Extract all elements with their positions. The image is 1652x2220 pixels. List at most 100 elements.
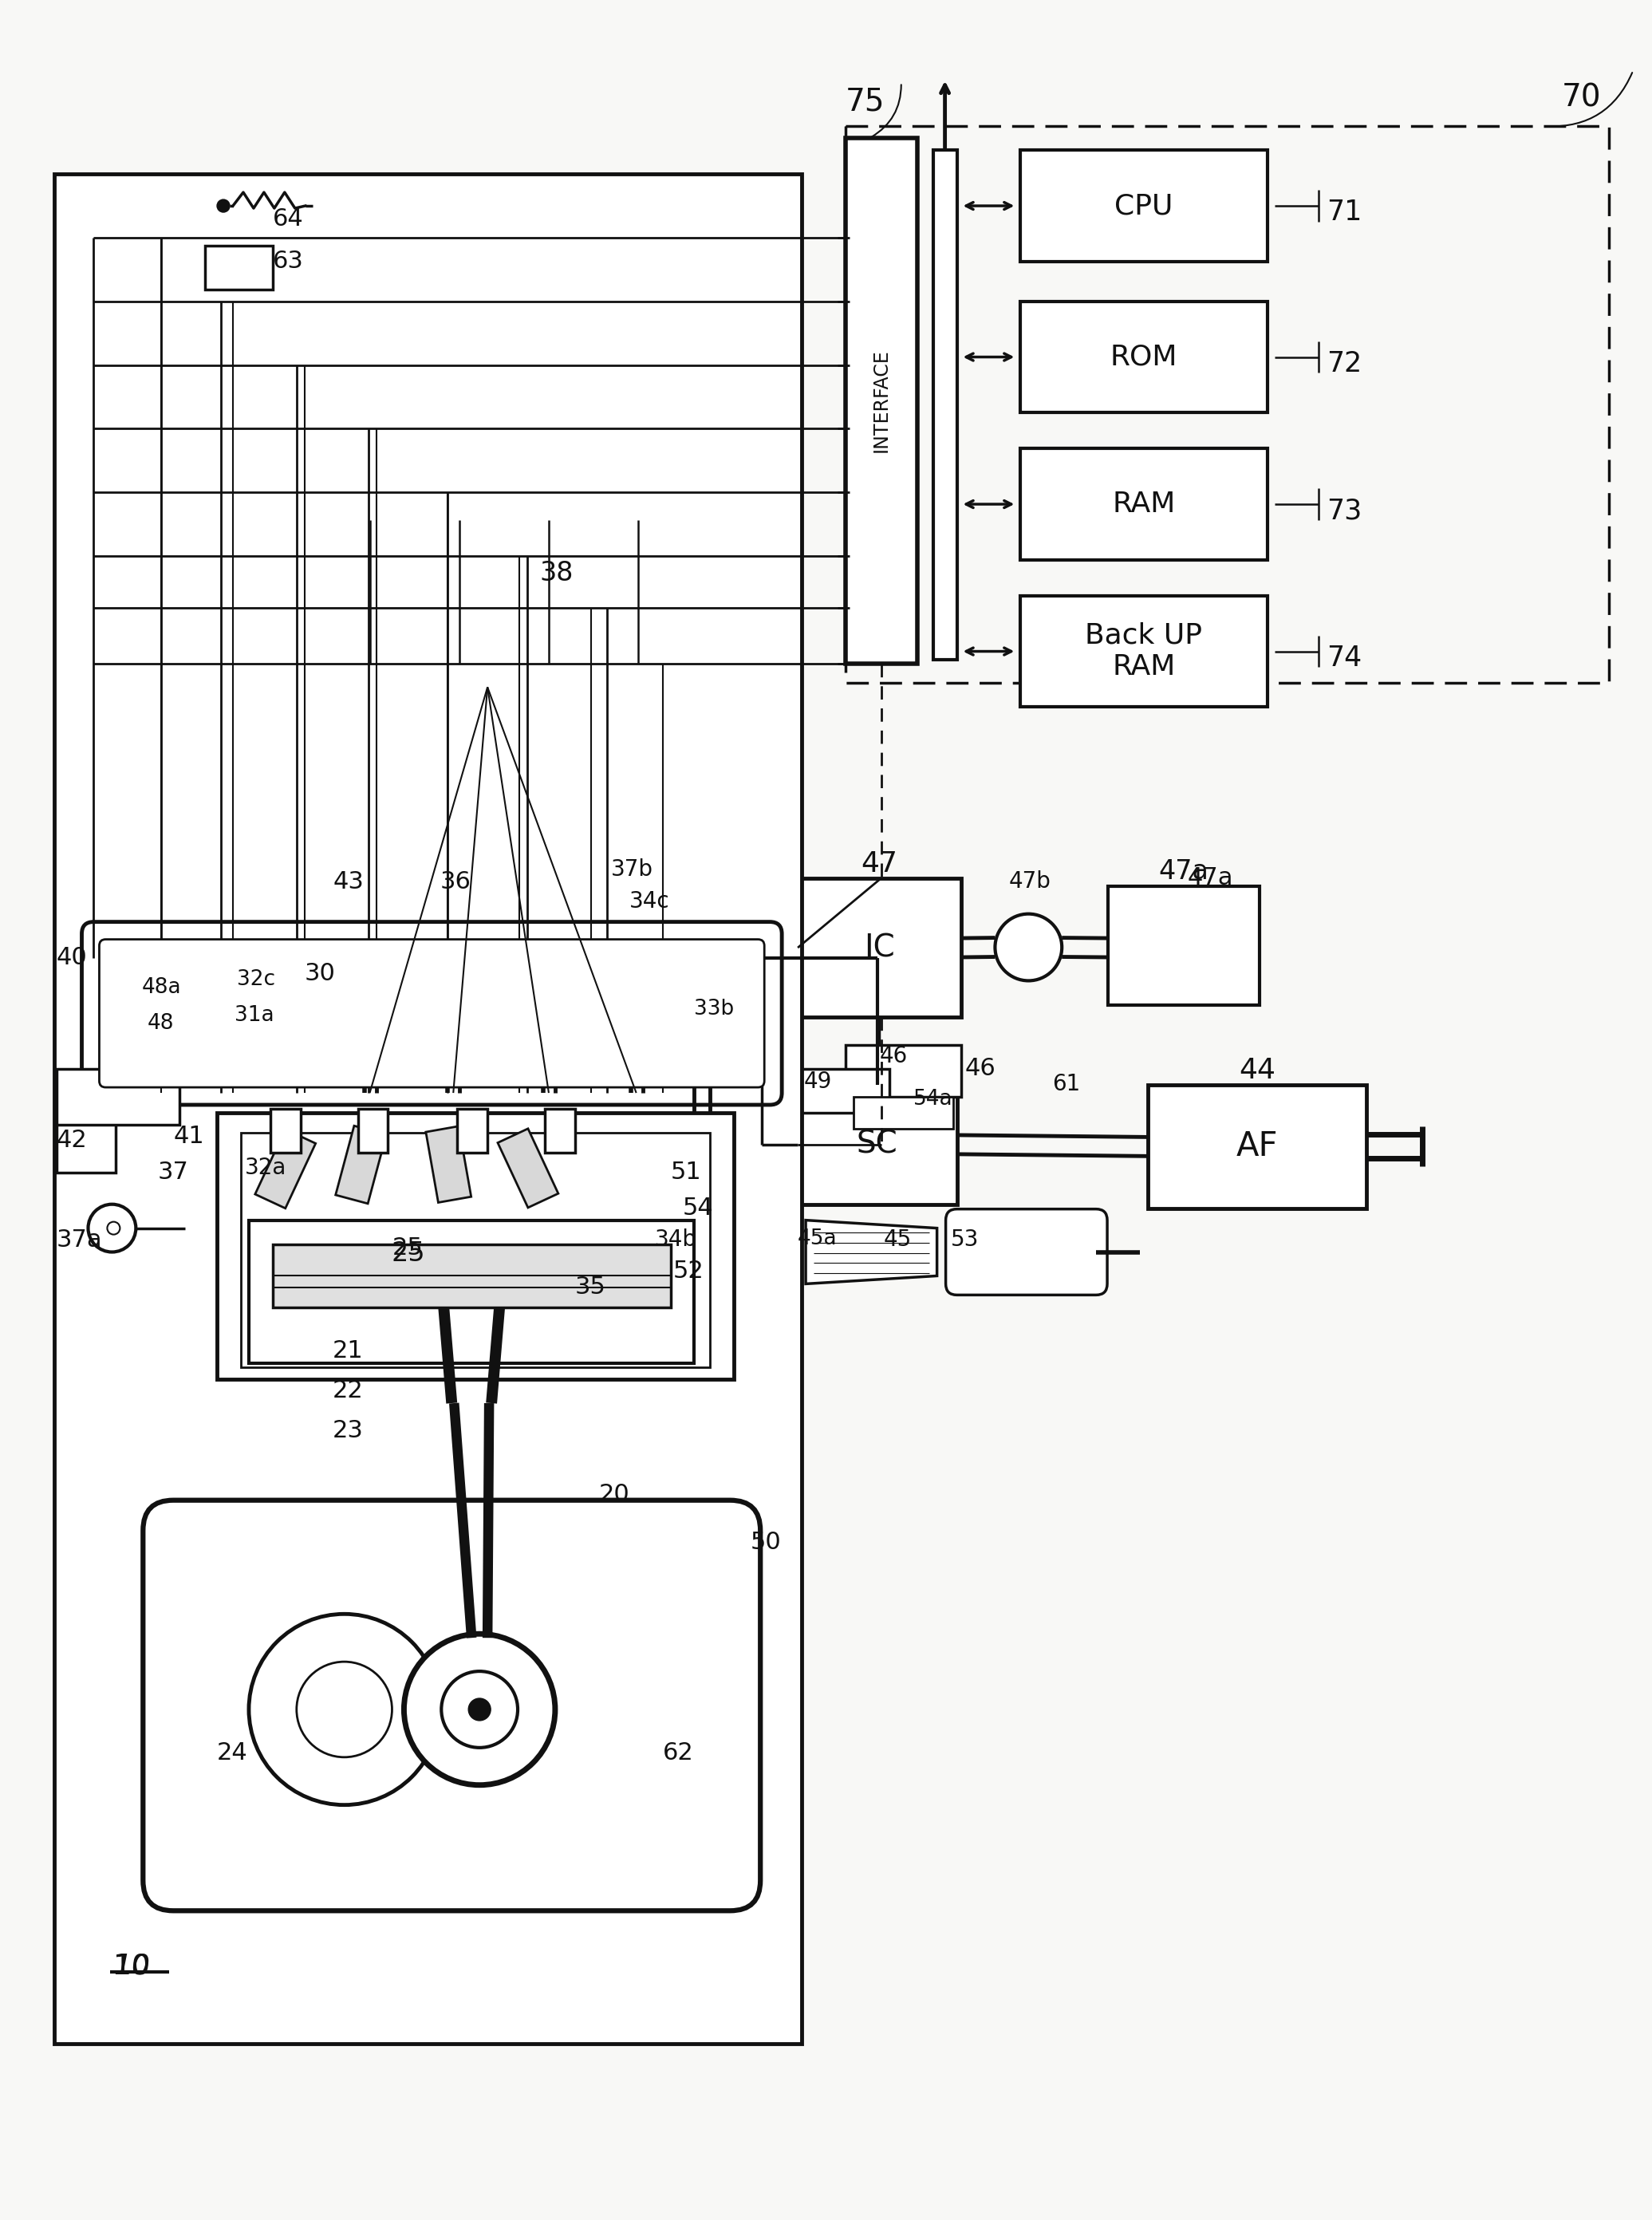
Bar — [249, 1221, 694, 1363]
Text: 45a: 45a — [798, 1228, 838, 1250]
Circle shape — [441, 1672, 517, 1747]
Bar — [545, 1108, 575, 1152]
Text: 37a: 37a — [56, 1228, 102, 1252]
Bar — [846, 138, 917, 664]
Text: 48: 48 — [147, 1012, 173, 1035]
Text: 31a: 31a — [235, 1006, 274, 1026]
Circle shape — [249, 1614, 439, 1805]
Text: 20: 20 — [600, 1483, 629, 1505]
Text: 70: 70 — [1561, 82, 1601, 113]
Text: 61: 61 — [1052, 1072, 1080, 1094]
Bar — [846, 1046, 961, 1097]
Bar — [798, 879, 961, 1017]
Text: 75: 75 — [846, 87, 885, 118]
Text: 25: 25 — [393, 1237, 423, 1259]
Bar — [854, 1097, 953, 1128]
Bar — [358, 1108, 388, 1152]
Circle shape — [469, 1698, 491, 1720]
Text: 43: 43 — [332, 870, 363, 892]
Text: 10: 10 — [114, 1951, 150, 1980]
Bar — [846, 127, 1609, 684]
Text: 38: 38 — [539, 559, 573, 586]
Text: 72: 72 — [1327, 351, 1363, 377]
Text: 73: 73 — [1327, 497, 1363, 524]
Text: 33b: 33b — [694, 999, 735, 1019]
Text: 10: 10 — [114, 1951, 150, 1980]
Bar — [497, 1128, 558, 1208]
Bar — [1021, 595, 1267, 706]
Circle shape — [216, 200, 230, 213]
FancyBboxPatch shape — [945, 1210, 1107, 1294]
Text: 53: 53 — [950, 1228, 978, 1250]
FancyBboxPatch shape — [81, 921, 781, 1106]
Bar — [205, 246, 273, 289]
Text: 35: 35 — [575, 1276, 606, 1299]
Bar — [241, 1132, 710, 1368]
Text: 22: 22 — [332, 1379, 363, 1403]
Text: 45: 45 — [884, 1228, 912, 1250]
Circle shape — [297, 1663, 392, 1758]
Text: 40: 40 — [56, 946, 88, 968]
Text: 32a: 32a — [244, 1157, 287, 1179]
Text: 49: 49 — [805, 1070, 833, 1092]
Circle shape — [88, 1203, 135, 1252]
Text: 63: 63 — [273, 249, 304, 273]
Text: 36: 36 — [439, 870, 471, 892]
Bar — [271, 1108, 301, 1152]
Text: 44: 44 — [1239, 1057, 1275, 1083]
Text: 24: 24 — [216, 1740, 248, 1765]
Text: 37b: 37b — [611, 859, 653, 881]
Bar — [273, 1243, 671, 1308]
Text: 41: 41 — [173, 1126, 205, 1148]
Text: 42: 42 — [56, 1128, 88, 1152]
Text: ROM: ROM — [1110, 344, 1178, 371]
Text: 74: 74 — [1327, 644, 1363, 670]
Text: SC: SC — [857, 1130, 899, 1159]
Text: 34b: 34b — [654, 1228, 697, 1250]
Text: 52: 52 — [672, 1261, 704, 1283]
Text: IC: IC — [864, 932, 895, 963]
Text: 37: 37 — [157, 1161, 188, 1183]
Circle shape — [405, 1634, 555, 1785]
Text: 54: 54 — [682, 1197, 714, 1219]
Text: 32c: 32c — [236, 970, 276, 990]
FancyBboxPatch shape — [99, 939, 765, 1088]
Text: 47a: 47a — [1158, 859, 1209, 884]
Text: Back UP
RAM: Back UP RAM — [1085, 622, 1203, 682]
Text: AF: AF — [1236, 1130, 1279, 1163]
Text: 25: 25 — [392, 1241, 425, 1265]
Bar — [335, 1126, 387, 1203]
Bar — [1021, 302, 1267, 413]
Bar — [798, 1086, 957, 1203]
Text: 21: 21 — [332, 1339, 363, 1363]
Text: CPU: CPU — [1115, 193, 1173, 220]
Text: INTERFACE: INTERFACE — [872, 349, 890, 453]
Bar — [1021, 448, 1267, 559]
Bar — [458, 1108, 487, 1152]
Polygon shape — [806, 1221, 937, 1283]
Text: 46: 46 — [965, 1057, 996, 1081]
Circle shape — [107, 1221, 121, 1234]
Text: 30: 30 — [304, 961, 335, 986]
Text: 23: 23 — [332, 1419, 363, 1443]
Circle shape — [995, 915, 1062, 981]
Bar — [216, 1112, 733, 1379]
Text: 62: 62 — [662, 1740, 694, 1765]
Bar — [1108, 886, 1259, 1006]
Bar — [56, 1070, 180, 1126]
Bar — [448, 519, 527, 688]
Bar — [56, 1112, 116, 1172]
Bar — [933, 151, 957, 659]
Text: 50: 50 — [750, 1530, 781, 1554]
Text: 47b: 47b — [1009, 870, 1051, 892]
FancyBboxPatch shape — [144, 1501, 760, 1911]
Text: 47: 47 — [861, 850, 897, 877]
Text: 47a: 47a — [1188, 866, 1234, 890]
Text: 34c: 34c — [629, 890, 669, 912]
Text: 51: 51 — [671, 1161, 702, 1183]
Bar — [55, 173, 801, 2045]
Bar — [1021, 151, 1267, 262]
Bar — [254, 1130, 316, 1208]
Text: 46: 46 — [881, 1046, 909, 1068]
Bar — [426, 1126, 471, 1203]
